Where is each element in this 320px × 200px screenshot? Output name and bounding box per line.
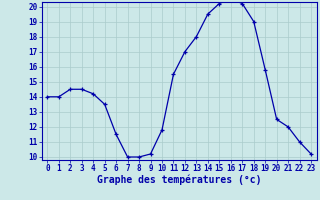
X-axis label: Graphe des températures (°c): Graphe des températures (°c) [97, 175, 261, 185]
